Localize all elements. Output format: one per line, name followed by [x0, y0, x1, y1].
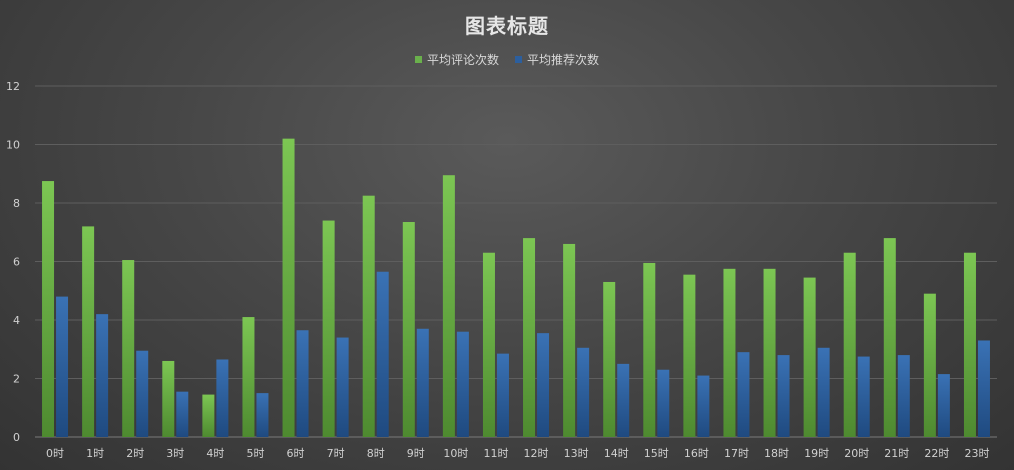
- x-tick-label: 4时: [206, 447, 224, 460]
- bar-recommendations: [336, 337, 349, 437]
- bar-recommendations: [256, 393, 269, 437]
- y-tick-label: 12: [6, 80, 20, 93]
- bar-recommendations: [937, 374, 950, 437]
- bar-comments: [322, 220, 335, 437]
- y-tick-label: 8: [13, 197, 20, 210]
- bar-comments: [763, 268, 776, 437]
- bar-recommendations: [657, 369, 670, 437]
- bar-comments: [282, 138, 295, 437]
- x-tick-label: 5时: [246, 447, 264, 460]
- bar-recommendations: [216, 359, 229, 437]
- x-tick-label: 13时: [564, 447, 589, 460]
- x-tick-label: 0时: [46, 447, 64, 460]
- y-tick-label: 10: [6, 139, 20, 152]
- x-tick-label: 22时: [924, 447, 949, 460]
- x-tick-label: 19时: [804, 447, 829, 460]
- y-tick-label: 4: [13, 314, 20, 327]
- bar-recommendations: [777, 355, 790, 437]
- bar-comments: [803, 277, 816, 437]
- x-tick-label: 16时: [684, 447, 709, 460]
- y-tick-label: 0: [13, 431, 20, 444]
- bar-recommendations: [897, 355, 910, 437]
- bar-comments: [362, 195, 375, 437]
- bar-comments: [122, 260, 135, 437]
- bar-recommendations: [577, 347, 590, 437]
- bar-recommendations: [737, 352, 750, 437]
- bar-comments: [563, 243, 576, 437]
- bar-recommendations: [416, 328, 429, 437]
- x-tick-label: 15时: [644, 447, 669, 460]
- bar-comments: [843, 252, 856, 437]
- bar-recommendations: [376, 271, 389, 437]
- bar-recommendations: [496, 353, 509, 437]
- bar-recommendations: [977, 340, 990, 437]
- bar-comments: [402, 222, 415, 437]
- bar-comments: [82, 226, 95, 437]
- y-tick-label: 2: [13, 373, 20, 386]
- bar-comments: [883, 238, 896, 437]
- x-tick-label: 6时: [287, 447, 305, 460]
- x-tick-label: 21时: [884, 447, 909, 460]
- legend-label-comments: 平均评论次数: [426, 53, 499, 67]
- bar-comments: [643, 262, 656, 437]
- x-tick-label: 14时: [604, 447, 629, 460]
- bar-comments: [723, 268, 736, 437]
- chart-title: 图表标题: [465, 14, 549, 38]
- bar-recommendations: [537, 333, 550, 437]
- bar-recommendations: [617, 363, 630, 437]
- bar-comments: [482, 252, 495, 437]
- bar-comments: [963, 252, 976, 437]
- bar-comments: [923, 293, 936, 437]
- bar-recommendations: [96, 314, 109, 437]
- x-tick-label: 1时: [86, 447, 104, 460]
- legend-label-recommendations: 平均推荐次数: [527, 53, 600, 67]
- x-tick-label: 11时: [483, 447, 508, 460]
- bar-comments: [523, 238, 536, 437]
- bar-comments: [683, 274, 696, 437]
- bar-recommendations: [176, 391, 189, 437]
- bar-recommendations: [56, 296, 69, 437]
- x-tick-label: 18时: [764, 447, 789, 460]
- bar-recommendations: [296, 330, 309, 437]
- x-tick-label: 23时: [964, 447, 989, 460]
- legend-entry-recommendations: 平均推荐次数: [515, 51, 599, 68]
- bar-comments: [42, 181, 55, 437]
- x-tick-label: 12时: [524, 447, 549, 460]
- bar-comments: [242, 317, 255, 437]
- x-tick-label: 3时: [166, 447, 184, 460]
- bar-comments: [162, 360, 175, 437]
- bar-recommendations: [817, 347, 830, 437]
- legend-entry-comments: 平均评论次数: [414, 51, 499, 68]
- bar-comments: [442, 175, 455, 437]
- y-tick-label: 6: [13, 256, 20, 269]
- x-tick-label: 7时: [327, 447, 345, 460]
- bar-recommendations: [456, 331, 469, 437]
- legend: 平均评论次数 平均推荐次数: [0, 51, 1014, 68]
- bar-comments: [202, 394, 215, 437]
- x-tick-label: 20时: [844, 447, 869, 460]
- x-tick-label: 9时: [407, 447, 425, 460]
- legend-swatch-blue: [515, 56, 522, 63]
- x-tick-label: 2时: [126, 447, 144, 460]
- bar-recommendations: [857, 356, 870, 437]
- bar-recommendations: [697, 375, 710, 437]
- legend-swatch-green: [414, 56, 422, 63]
- bar-comments: [603, 281, 616, 437]
- bar-recommendations: [136, 350, 149, 437]
- x-tick-label: 10时: [443, 447, 468, 460]
- x-tick-label: 17时: [724, 447, 749, 460]
- x-tick-label: 8时: [367, 447, 385, 460]
